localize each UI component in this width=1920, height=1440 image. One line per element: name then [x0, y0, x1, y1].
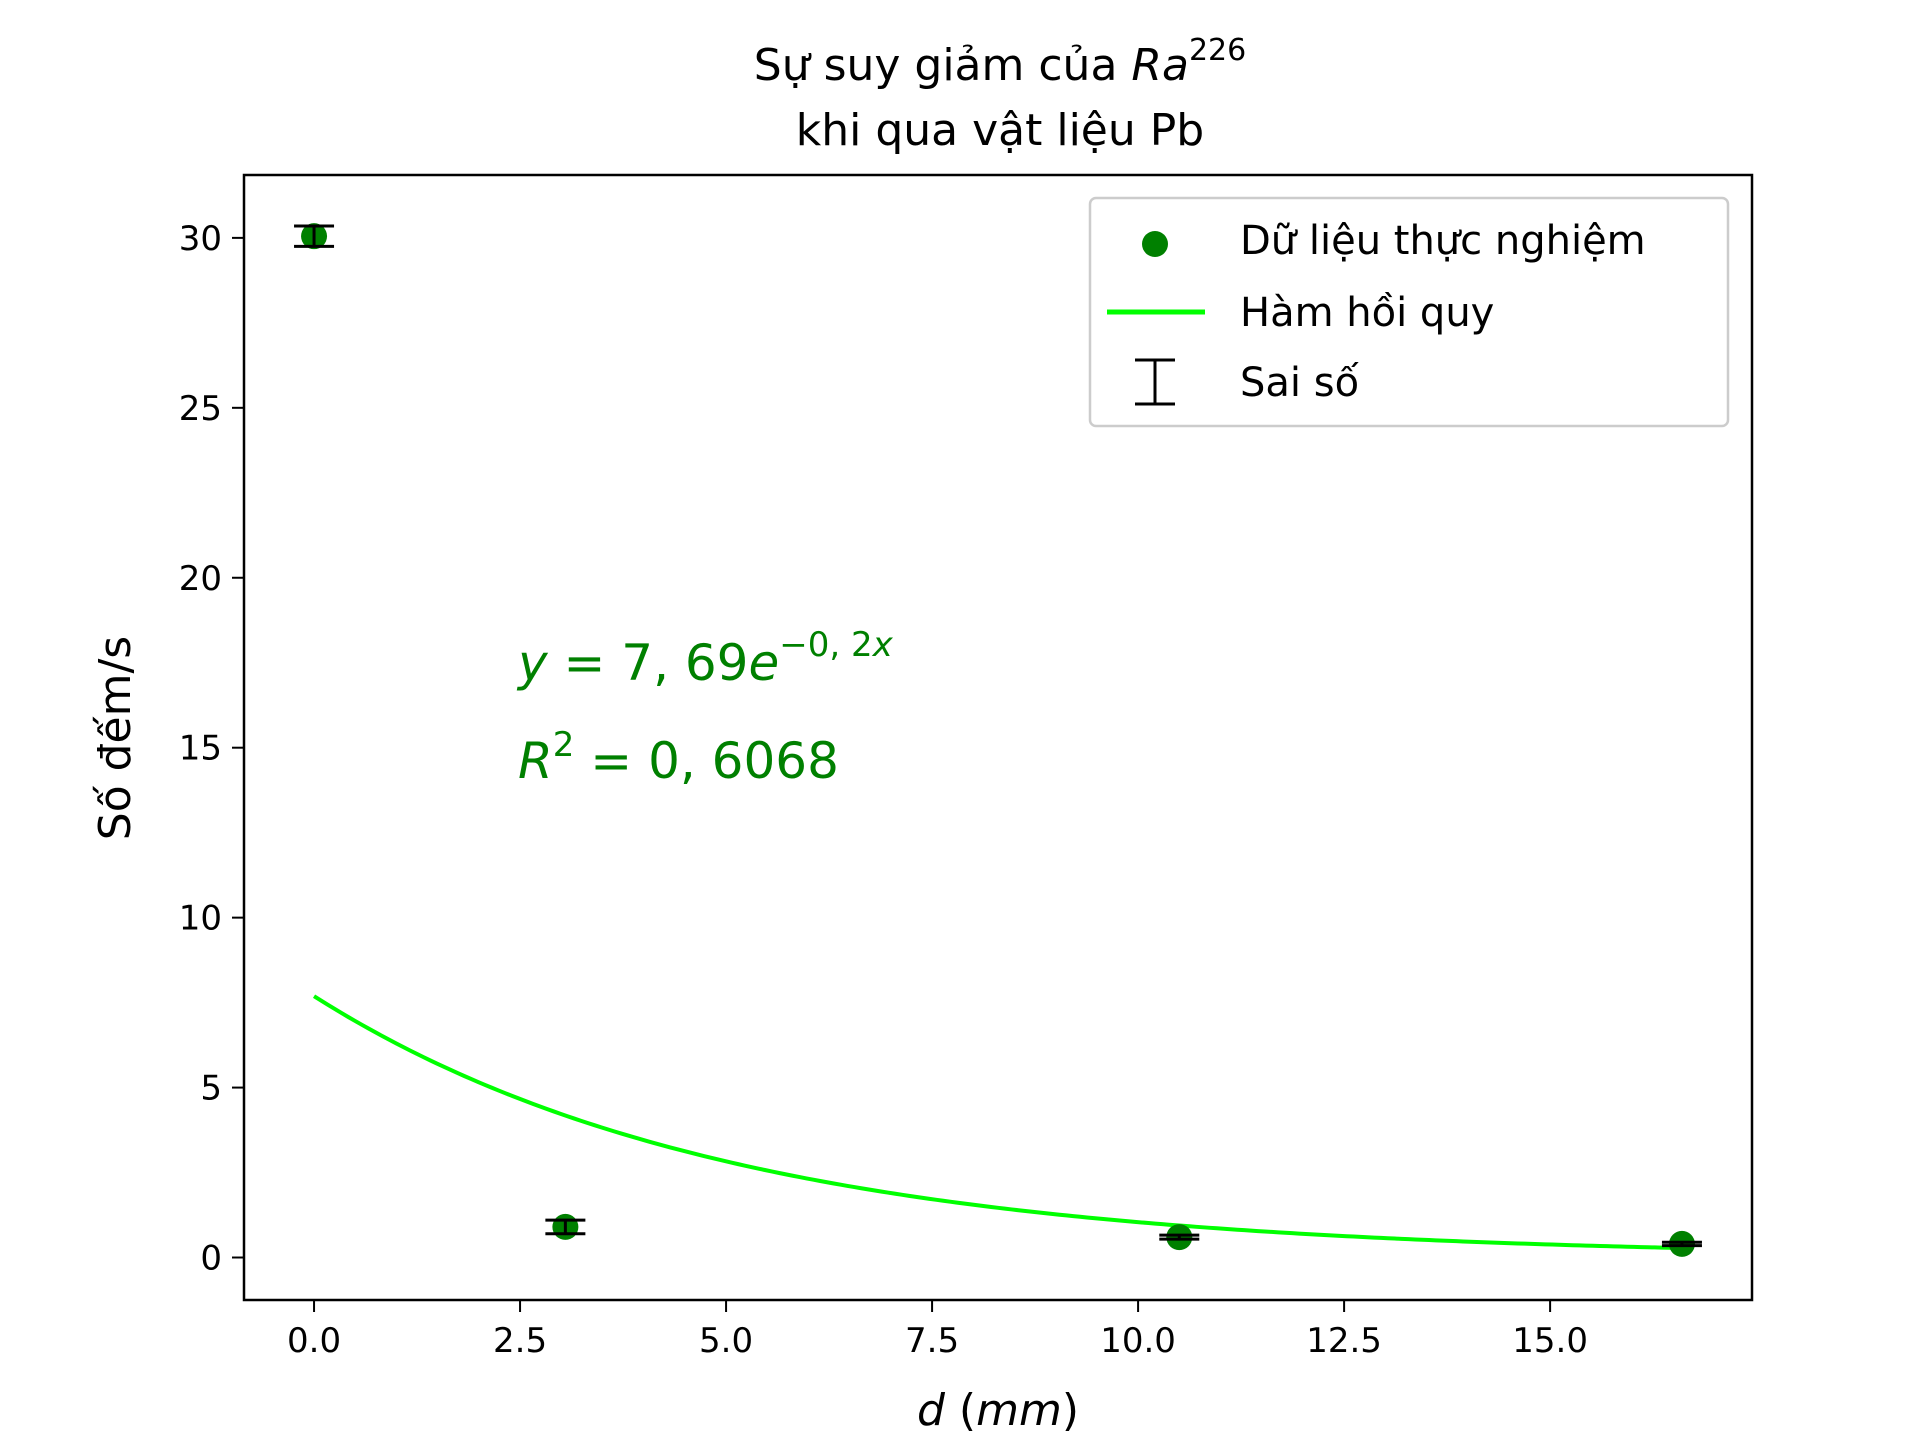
x-tick-label: 10.0	[1100, 1321, 1176, 1361]
regression-equation: y = 7, 69e−0, 2x	[516, 625, 894, 692]
x-tick-label: 5.0	[699, 1321, 753, 1361]
error-bar	[294, 224, 335, 248]
legend: Dữ liệu thực nghiệm Hàm hồi quy Sai số	[1088, 196, 1730, 428]
y-tick-label: 5	[200, 1069, 222, 1109]
legend-label-data: Dữ liệu thực nghiệm	[1240, 218, 1646, 264]
plot-area	[242, 173, 1754, 1302]
chart-title-line1: Sự suy giảm của Ra226	[754, 33, 1246, 91]
y-axis-ticks: 0 5 10 15 20 25 30	[179, 219, 244, 1279]
regression-curve	[312, 994, 1683, 1251]
legend-box	[1088, 196, 1730, 428]
legend-label-error: Sai số	[1240, 360, 1360, 406]
y-axis-label: Số đếm/s	[90, 636, 141, 840]
error-bar	[545, 1218, 586, 1236]
legend-errorbar-marker	[1135, 358, 1175, 406]
chart-title-line2: khi qua vật liệu Pb	[796, 105, 1204, 156]
error-bars-layer	[294, 224, 1702, 1248]
x-tick-label: 2.5	[493, 1321, 547, 1361]
legend-scatter-marker	[1142, 231, 1168, 257]
y-tick-label: 20	[179, 559, 222, 599]
x-tick-label: 15.0	[1512, 1321, 1588, 1361]
y-tick-label: 0	[200, 1239, 222, 1279]
y-tick-label: 30	[179, 219, 222, 259]
x-axis-ticks: 0.0 2.5 5.0 7.5 10.0 12.5 15.0	[287, 1300, 1588, 1361]
y-tick-label: 10	[179, 899, 222, 939]
x-tick-label: 12.5	[1306, 1321, 1382, 1361]
y-tick-label: 25	[179, 389, 222, 429]
error-bar	[1661, 1240, 1702, 1248]
error-bar	[1159, 1233, 1200, 1241]
y-tick-label: 15	[179, 729, 222, 769]
x-tick-label: 0.0	[287, 1321, 341, 1361]
x-tick-label: 7.5	[905, 1321, 959, 1361]
x-axis-label: d (mm)	[917, 1385, 1079, 1436]
r-squared-label: R2 = 0, 6068	[518, 725, 839, 790]
legend-label-fit: Hàm hồi quy	[1240, 290, 1494, 336]
regression-layer	[312, 994, 1683, 1251]
